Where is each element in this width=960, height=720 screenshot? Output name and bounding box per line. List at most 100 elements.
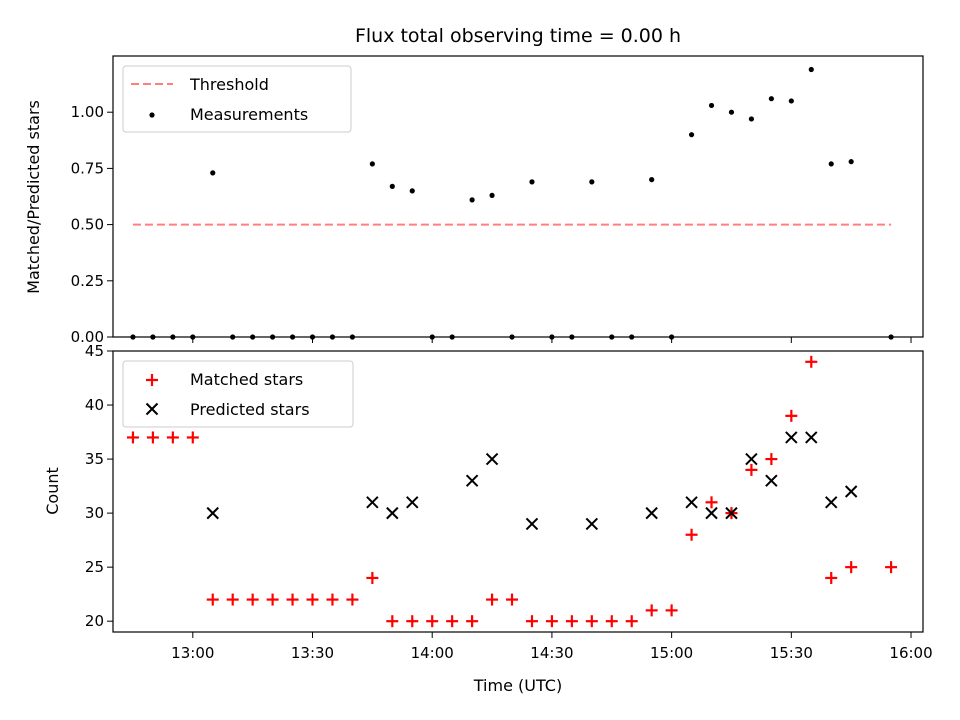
matched-star-point (286, 593, 299, 606)
matched-star-point (266, 593, 279, 606)
measurement-point (688, 132, 695, 138)
measurement-point (828, 161, 834, 167)
bottom-panel: 20 25 30 35 40 45 13:00 13:30 14:00 14:30 15:00 15… (43, 342, 933, 695)
top-y-axis-label: Matched/Predicted stars (24, 100, 43, 294)
bottom-x-tick-label: 15:00 (650, 644, 693, 662)
measurement-point (649, 177, 655, 183)
measurement-points (130, 66, 894, 340)
matched-star-point (206, 593, 219, 606)
matched-star-point (246, 593, 259, 606)
top-y-tick-label: 0.75 (71, 159, 104, 177)
predicted-star-point-b (485, 452, 499, 466)
matched-star-point (845, 561, 858, 574)
predicted-star-point-b (765, 474, 778, 487)
measurement-point (589, 179, 595, 185)
x-axis-label: Time (UTC) (473, 676, 562, 695)
predicted-star-point (406, 496, 419, 509)
legend-predicted-swatch (145, 402, 159, 416)
matched-star-point (386, 615, 399, 628)
predicted-star-point-b (825, 496, 838, 509)
legend-matched-label: Matched stars (190, 370, 303, 389)
matched-star-point (506, 593, 519, 606)
matched-star-point (326, 593, 339, 606)
predicted-star-point-b (785, 431, 798, 444)
predicted-star-point-b (844, 485, 858, 498)
bottom-y-tick-label: 20 (85, 612, 104, 630)
matched-star-point (745, 463, 758, 476)
bottom-legend: Matched stars Predicted stars (122, 360, 354, 428)
matched-star-point (685, 528, 698, 541)
top-y-tick-label: 0.25 (71, 272, 104, 290)
matched-star-point (466, 615, 479, 628)
top-y-ticks: 0.00 0.25 0.50 0.75 1.00 (71, 103, 113, 346)
matched-star-point (306, 593, 319, 606)
bottom-x-tick-label: 13:00 (171, 644, 214, 662)
predicted-star-point-b (465, 474, 479, 487)
matched-star-point (565, 615, 578, 628)
bottom-y-ticks: 20 25 30 35 40 45 (85, 342, 113, 630)
matched-star-point (585, 615, 598, 628)
top-y-tick-label: 0.50 (71, 216, 104, 234)
bottom-x-tick-label: 14:00 (411, 644, 454, 662)
predicted-star-point (525, 517, 539, 531)
matched-star-point (346, 593, 359, 606)
predicted-star-point (765, 474, 778, 487)
bottom-y-tick-label: 30 (85, 504, 104, 522)
predicted-star-point-b (386, 506, 399, 520)
matched-star-point (486, 593, 499, 606)
predicted-star-point-b (705, 506, 718, 520)
top-y-tick-label: 0.00 (71, 328, 104, 346)
measurement-point (848, 159, 854, 165)
bottom-y-tick-label: 45 (85, 342, 104, 360)
matched-star-point (226, 593, 239, 606)
predicted-star-point-b (745, 452, 758, 466)
measurement-point (788, 98, 794, 104)
measurement-point (529, 179, 535, 185)
matched-star-point (825, 571, 838, 584)
bottom-x-tick-label: 16:00 (889, 644, 932, 662)
predicted-star-point (485, 452, 499, 466)
predicted-star-point (705, 506, 718, 520)
measurement-point (808, 66, 814, 73)
measurement-point (748, 116, 755, 122)
top-legend: Threshold Measurements (122, 65, 352, 133)
legend-threshold-label: Threshold (189, 75, 269, 94)
matched-star-point (166, 431, 179, 444)
legend-matched-marker (146, 374, 158, 386)
matched-star-point (545, 615, 558, 628)
legend-matched-swatch (146, 374, 158, 386)
measurement-point (469, 197, 475, 203)
legend-predicted-marker-b (145, 402, 159, 416)
bottom-x-tick-label: 13:30 (291, 644, 334, 662)
predicted-star-point (386, 506, 399, 520)
matched-star-point (186, 431, 199, 444)
predicted-star-point (465, 474, 479, 487)
predicted-star-point-b (406, 496, 419, 509)
matched-star-point (665, 604, 678, 617)
bottom-x-ticks: 13:00 13:30 14:00 14:30 15:00 15:30 16:00 (171, 632, 933, 662)
predicted-star-point-b (645, 506, 658, 520)
measurement-point (708, 102, 715, 109)
predicted-star-point-b (805, 431, 818, 444)
matched-star-point (426, 615, 439, 628)
matched-star-point (625, 615, 638, 628)
predicted-star-point (825, 496, 838, 509)
predicted-star-point (585, 517, 599, 531)
measurement-point (728, 109, 735, 115)
top-axes-frame (112, 55, 924, 338)
bottom-legend-box (122, 360, 354, 428)
bottom-y-tick-label: 35 (85, 450, 104, 468)
predicted-star-point-b (685, 496, 698, 509)
measurement-point (409, 188, 415, 194)
bottom-y-tick-label: 40 (85, 396, 104, 414)
bottom-y-axis-label: Count (43, 467, 62, 515)
matched-star-point (645, 604, 658, 617)
predicted-star-point (366, 496, 379, 509)
predicted-star-point-b (725, 506, 738, 520)
legend-predicted-marker (145, 402, 159, 416)
predicted-star-point-b (585, 517, 599, 531)
predicted-stars-points (206, 431, 858, 531)
predicted-star-point (844, 485, 858, 498)
predicted-star-point (725, 506, 738, 520)
